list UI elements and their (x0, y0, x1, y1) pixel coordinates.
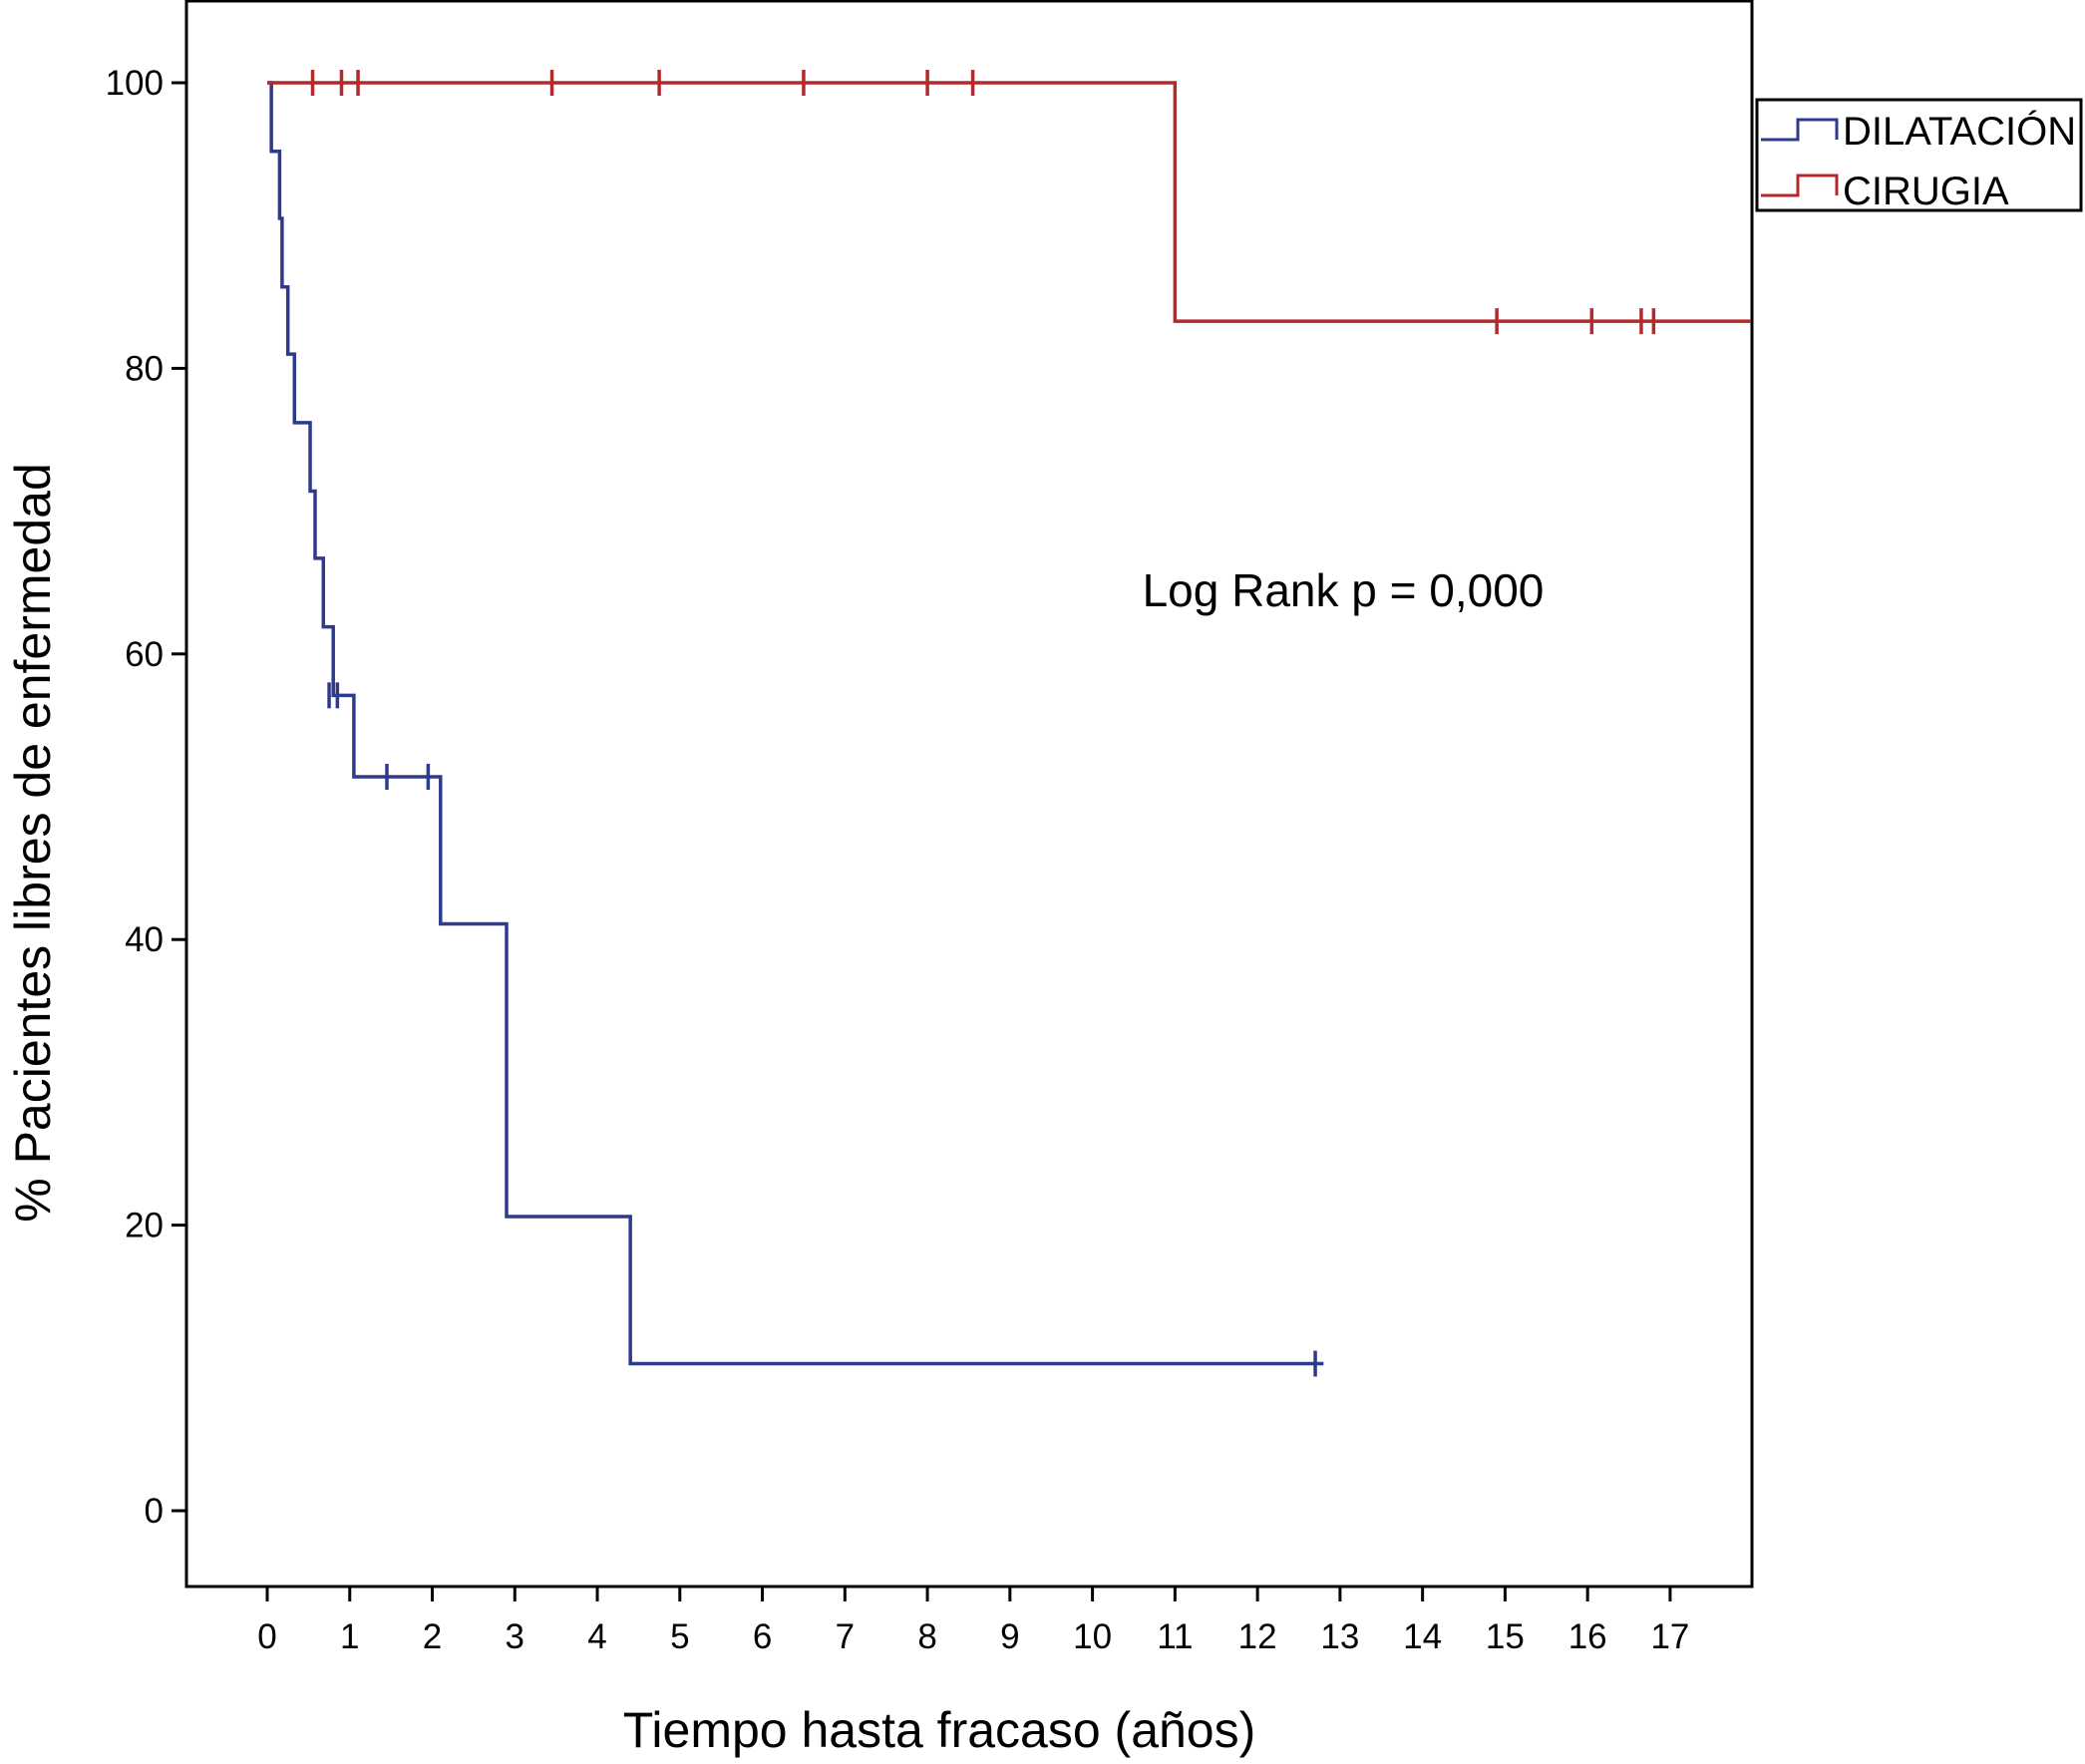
survival-curve-dilatacin (267, 81, 1324, 1366)
x-tick-label: 3 (506, 1617, 524, 1656)
y-axis-title: % Pacientes libres de enfermedad (5, 463, 61, 1223)
legend-label-dilatacion: DILATACIÓN (1843, 109, 2076, 154)
x-tick-label: 11 (1157, 1617, 1193, 1656)
x-tick-label: 0 (257, 1617, 276, 1656)
x-tick-label: 15 (1486, 1617, 1525, 1656)
x-tick-label: 4 (587, 1617, 606, 1656)
y-tick-label: 20 (125, 1207, 164, 1245)
y-tick-label: 80 (125, 349, 164, 388)
x-tick-label: 13 (1320, 1617, 1359, 1656)
x-tick-label: 7 (836, 1617, 855, 1656)
legend-label-cirugia: CIRUGIA (1843, 170, 2009, 213)
log-rank-annotation: Log Rank p = 0,000 (1143, 564, 1545, 616)
y-tick-label: 40 (125, 920, 164, 959)
legend-swatch-cirugia (1761, 174, 1839, 197)
y-tick-label: 0 (145, 1492, 164, 1531)
x-tick-label: 14 (1403, 1617, 1442, 1656)
x-tick-label: 2 (423, 1617, 442, 1656)
x-tick-label: 8 (917, 1617, 936, 1656)
x-tick-label: 1 (340, 1617, 359, 1656)
x-tick-label: 5 (670, 1617, 689, 1656)
x-tick-label: 9 (1000, 1617, 1019, 1656)
x-tick-label: 17 (1650, 1617, 1689, 1656)
x-tick-label: 16 (1568, 1617, 1607, 1656)
survival-curve-cirugia (267, 81, 1751, 323)
x-tick-label: 12 (1238, 1617, 1277, 1656)
legend: DILATACIÓN CIRUGIA (1755, 98, 2083, 213)
y-tick-label: 100 (106, 64, 164, 103)
plot-frame (184, 0, 1754, 1588)
x-tick-label: 10 (1073, 1617, 1112, 1656)
x-axis-title: Tiempo hasta fracaso (años) (623, 1702, 1256, 1758)
x-tick-label: 6 (753, 1617, 772, 1656)
y-tick-label: 60 (125, 635, 164, 674)
legend-swatch-dilatacion (1761, 118, 1839, 142)
